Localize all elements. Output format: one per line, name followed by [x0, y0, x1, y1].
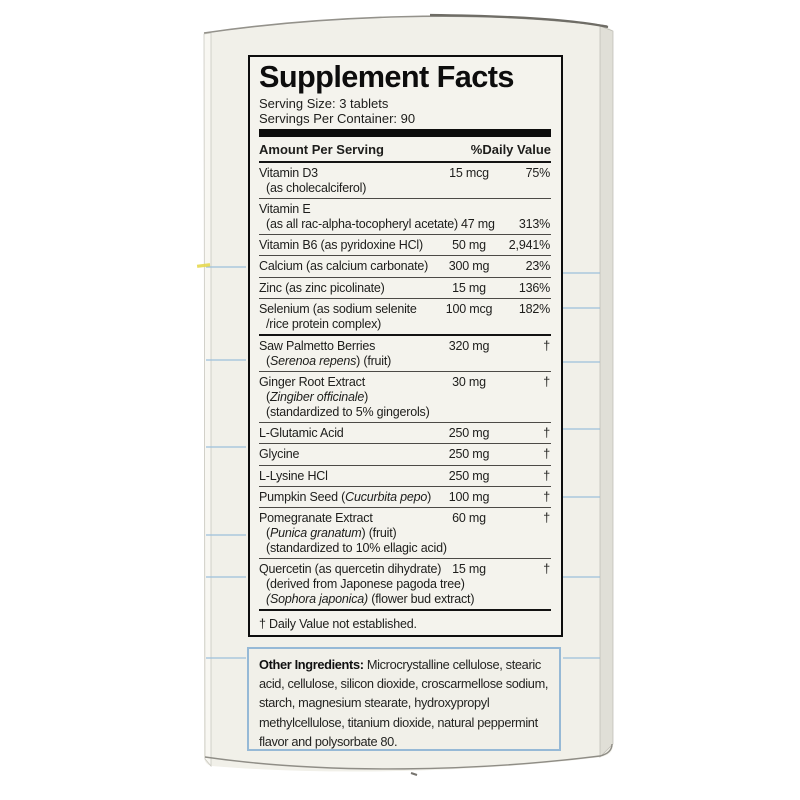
nutrient-daily-value: 313% [518, 216, 550, 231]
nutrient-name: L-Lysine HCl [259, 468, 328, 483]
panel-title: Supplement Facts [259, 59, 514, 94]
nutrient-name: Vitamin B6 (as pyridoxine HCl) [259, 238, 423, 253]
facts-row: Vitamin D3 (as cholecalciferol) 15 mcg 75% [259, 163, 551, 198]
yellow-scuff-mark [196, 263, 211, 268]
nutrient-daily-value: † [543, 447, 550, 462]
facts-row: L-Glutamic Acid 250 mg † [259, 422, 551, 443]
nutrient-amount: 250 mg [448, 447, 490, 462]
nutrient-name: Vitamin E (as all rac-alpha-tocopheryl ac… [259, 202, 495, 231]
box-right-side [599, 25, 614, 758]
nutrient-name: Glycine [259, 447, 300, 462]
nutrient-daily-value: † [543, 490, 550, 505]
nutrient-amount: 15 mg [452, 280, 486, 295]
supplement-facts-panel: Supplement Facts Serving Size: 3 tablets… [248, 55, 563, 637]
nutrient-amount: 100 mcg [445, 302, 493, 317]
nutrient-name: Calcium (as calcium carbonate) [259, 259, 429, 274]
servings-per-container: Servings Per Container: 90 [259, 111, 416, 126]
serving-size: Serving Size: 3 tablets [259, 96, 389, 111]
nutrient-name: Saw Palmetto Berries (Serenoa repens) (fr… [259, 339, 392, 368]
nutrient-daily-value: † [543, 468, 550, 483]
nutrient-name: L-Glutamic Acid [259, 426, 344, 441]
nutrient-daily-value: † [543, 562, 550, 577]
other-ingredients-box: Other Ingredients: Microcrystalline cell… [247, 647, 561, 751]
nutrient-name: Ginger Root Extract (Zingiber officinale)… [259, 375, 430, 419]
facts-row: Calcium (as calcium carbonate) 300 mg 23% [259, 255, 551, 276]
daily-value-footnote: † Daily Value not established. [259, 609, 551, 635]
nutrient-name: Pomegranate Extract (Punica granatum) (fr… [259, 511, 447, 555]
nutrient-amount: 47 mg [461, 216, 495, 231]
amount-per-serving-header: Amount Per Serving [259, 142, 384, 157]
facts-row: Ginger Root Extract (Zingiber officinale)… [259, 371, 551, 422]
nutrient-name: Pumpkin Seed (Cucurbita pepo) [259, 490, 432, 505]
nutrient-amount: 15 mg [452, 562, 486, 577]
facts-row: Selenium (as sodium selenite/rice protei… [259, 298, 551, 334]
nutrient-name: Quercetin (as quercetin dihydrate) (deriv… [259, 562, 475, 606]
facts-row: Zinc (as zinc picolinate) 15 mg 136% [259, 276, 551, 298]
blue-rule-lines [206, 266, 600, 659]
nutrient-amount: 250 mg [448, 468, 490, 483]
facts-row: Quercetin (as quercetin dihydrate) (deriv… [259, 558, 551, 609]
nutrient-amount: 250 mg [448, 426, 490, 441]
other-ingredients-label: Other Ingredients: [259, 657, 364, 672]
nutrient-daily-value: 182% [518, 302, 550, 317]
nutrient-daily-value: 75% [525, 166, 551, 180]
nutrient-amount: 100 mg [448, 490, 490, 505]
nutrient-name: Vitamin D3 (as cholecalciferol) [259, 166, 367, 195]
nutrient-daily-value: † [543, 375, 550, 390]
thick-divider-bar [259, 129, 551, 137]
nutrient-daily-value: 136% [518, 280, 550, 295]
facts-row: Pomegranate Extract (Punica granatum) (fr… [259, 507, 551, 558]
nutrient-amount: 320 mg [448, 339, 490, 354]
nutrient-daily-value: † [543, 426, 550, 441]
nutrient-daily-value: † [543, 339, 550, 354]
nutrient-daily-value: 2,941% [508, 238, 550, 253]
daily-value-header: %Daily Value [470, 142, 551, 157]
facts-row: Pumpkin Seed (Cucurbita pepo) 100 mg † [259, 486, 551, 507]
nutrient-amount: 60 mg [452, 511, 486, 526]
nutrient-amount: 300 mg [448, 259, 490, 274]
box-bottom-edge [204, 743, 613, 770]
nutrient-name: Zinc (as zinc picolinate) [259, 280, 385, 295]
facts-row: Vitamin B6 (as pyridoxine HCl) 50 mg 2,941… [259, 234, 551, 255]
nutrient-daily-value: † [543, 511, 550, 526]
other-ingredients-text: Other Ingredients: Microcrystalline cell… [259, 657, 549, 749]
facts-row: Saw Palmetto Berries (Serenoa repens) (fr… [259, 334, 551, 371]
nutrient-amount: 30 mg [452, 375, 486, 390]
nutrient-amount: 50 mg [452, 238, 486, 253]
facts-header-row: Amount Per Serving %Daily Value [259, 137, 551, 163]
facts-rows: Vitamin D3 (as cholecalciferol) 15 mcg 75% V… [259, 163, 551, 609]
box-left-edge-strip [203, 32, 212, 768]
nutrient-amount: 15 mcg [449, 166, 489, 180]
nutrient-name: Selenium (as sodium selenite/rice protei… [259, 302, 417, 331]
nutrient-daily-value: 23% [525, 259, 551, 274]
facts-row: L-Lysine HCl 250 mg † [259, 464, 551, 486]
box-top-edge-dark [429, 13, 609, 29]
facts-row: Vitamin E (as all rac-alpha-tocopheryl ac… [259, 198, 551, 234]
facts-row: Glycine 250 mg † [259, 443, 551, 464]
box-bottom-notch [410, 772, 418, 776]
